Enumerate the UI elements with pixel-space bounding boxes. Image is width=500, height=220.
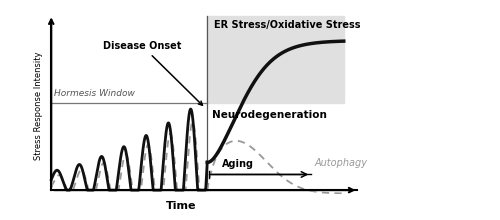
Text: ER Stress/Oxidative Stress: ER Stress/Oxidative Stress	[214, 20, 360, 30]
Text: Aging: Aging	[222, 159, 254, 169]
Text: Hormesis Window: Hormesis Window	[54, 89, 136, 98]
Text: Time: Time	[166, 201, 196, 211]
Text: Neurodegeneration: Neurodegeneration	[212, 110, 327, 120]
Text: Autophagy: Autophagy	[314, 158, 368, 167]
Text: Stress Response Intensity: Stress Response Intensity	[34, 52, 43, 160]
Text: Disease Onset: Disease Onset	[103, 41, 202, 105]
